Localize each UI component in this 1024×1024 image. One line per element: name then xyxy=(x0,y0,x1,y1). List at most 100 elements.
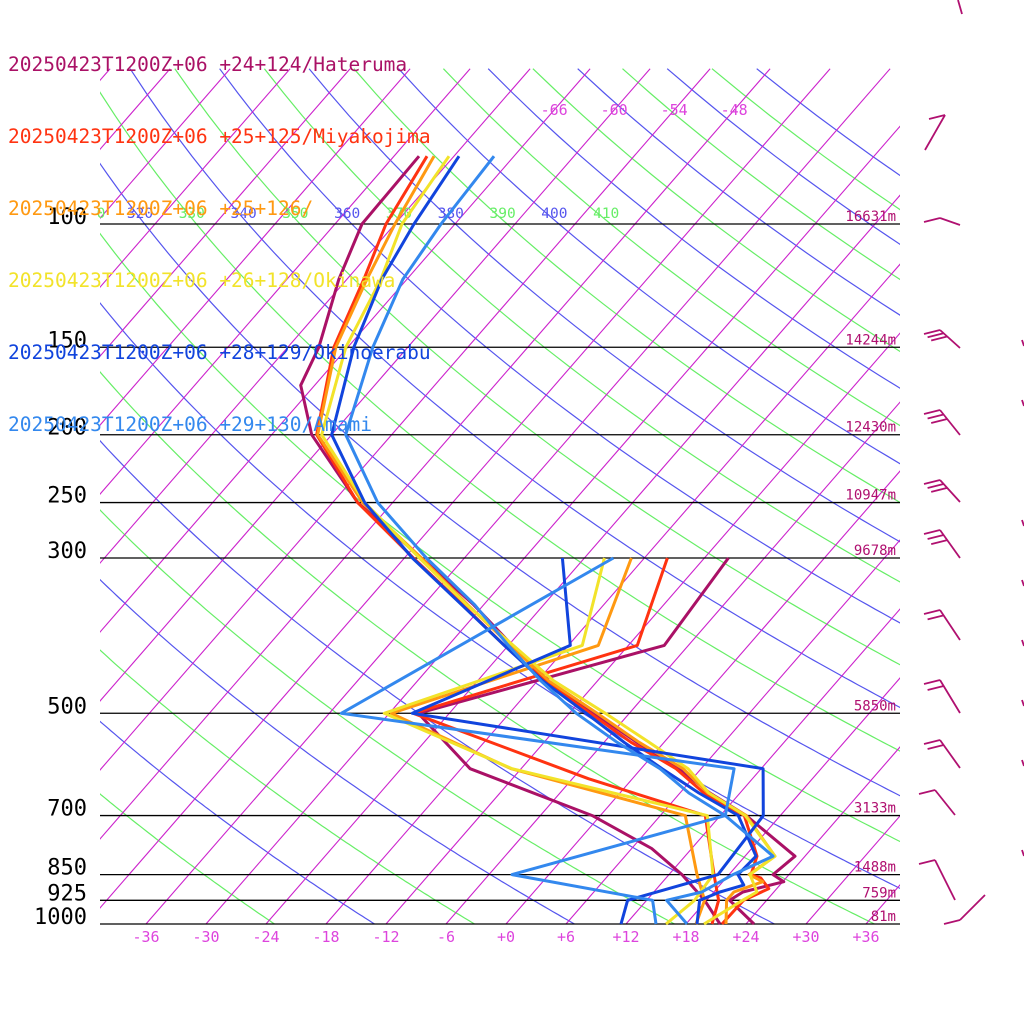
isotherm-label: -60 xyxy=(601,101,628,119)
wind-barb-flag xyxy=(927,614,944,621)
height-label: 1488m xyxy=(854,860,896,876)
wind-barb xyxy=(924,114,946,151)
wind-barb-flag xyxy=(930,335,948,342)
theta-label: 330 xyxy=(179,206,205,222)
isotherm-label: -66 xyxy=(541,101,568,119)
isotherm-line xyxy=(100,68,711,771)
wind-barb xyxy=(939,739,961,769)
series-2-dewpoint-line xyxy=(389,557,707,925)
temperature-tick-label: -12 xyxy=(372,928,399,946)
isotherm-line xyxy=(100,68,831,909)
isotherm-line xyxy=(100,68,231,220)
wind-barb-flag xyxy=(928,114,946,120)
legend-entry-25-126: 20250423T1200Z+06 +25+126/ xyxy=(8,197,314,220)
pressure-label: 250 xyxy=(47,484,87,509)
isotherm-line xyxy=(685,677,900,924)
theta-label: 0 xyxy=(97,206,106,222)
height-label: 12430m xyxy=(845,420,896,436)
theta-label: 340 xyxy=(230,206,256,222)
theta-line xyxy=(100,162,900,797)
isotherm-line xyxy=(100,68,591,633)
series-3-dewpoint-line xyxy=(382,557,715,926)
isotherm-line xyxy=(505,470,900,924)
series-3-temperature-line xyxy=(320,155,777,926)
isotherm-line xyxy=(745,746,900,924)
wind-barb-flag xyxy=(923,329,941,335)
wind-barb-flag xyxy=(923,479,941,485)
theta-label: 360 xyxy=(334,206,360,222)
isotherm-line xyxy=(385,332,900,924)
wind-barb xyxy=(959,894,986,921)
theta-label: 380 xyxy=(438,206,464,222)
wind-barb xyxy=(939,529,961,559)
isotherm-line xyxy=(625,608,900,924)
wind-barb-flag xyxy=(923,679,941,685)
pressure-label: 100 xyxy=(47,205,87,230)
temperature-tick-label: +18 xyxy=(672,928,699,946)
series-0-dewpoint-line xyxy=(416,557,730,925)
legend-entry-okinawa: 20250423T1200Z+06 +26+128/Okinawa xyxy=(8,269,396,292)
wind-barb xyxy=(957,0,963,15)
temperature-labels: -36 -30 -24 -18 -12 -6 +0 +6 +12 +18 +24 +30 +36 xyxy=(132,928,879,946)
temperature-tick-label: -36 xyxy=(132,928,159,946)
height-label: 16631m xyxy=(845,209,896,225)
temperature-tick-label: +0 xyxy=(497,928,515,946)
isotherm-line xyxy=(100,68,531,564)
isotherm-label: -48 xyxy=(721,101,748,119)
wind-barb-flag xyxy=(930,418,948,424)
theta-label: 400 xyxy=(541,206,567,222)
isotherm-line xyxy=(986,69,1024,924)
wind-barb-flag xyxy=(918,859,936,865)
pressure-label: 700 xyxy=(47,797,87,822)
legend-entry-amami: 20250423T1200Z+06 +29+130/Amami xyxy=(8,413,372,436)
isotherm-line xyxy=(445,401,900,924)
temperature-tick-label: -24 xyxy=(252,928,279,946)
pressure-label: 300 xyxy=(47,539,87,564)
wind-barb-flag xyxy=(923,409,941,415)
series-1-temperature-line xyxy=(315,155,771,926)
theta-line xyxy=(100,509,675,924)
temperature-tick-label: -6 xyxy=(437,928,455,946)
theta-line xyxy=(100,578,575,924)
isotherm-line xyxy=(100,68,411,426)
theta-line xyxy=(100,793,275,924)
wind-barb-flag xyxy=(930,539,948,545)
theta-line xyxy=(219,68,900,624)
pressure-label: 1000 xyxy=(34,905,87,930)
theta-line xyxy=(308,68,900,543)
height-label: 81m xyxy=(871,909,896,925)
wind-barb xyxy=(934,789,956,816)
wind-barb-flag xyxy=(927,332,944,339)
isotherm-line xyxy=(100,68,471,495)
isotherms xyxy=(100,68,1024,924)
legend-entry-miyakojima: 20250423T1200Z+06 +25+125/Miyakojima xyxy=(8,125,431,148)
isobars xyxy=(100,223,900,925)
isotherm-line xyxy=(205,125,900,924)
wind-barb-flag xyxy=(927,483,944,489)
wind-barb-flag xyxy=(927,685,944,691)
theta-label: 320 xyxy=(127,206,153,222)
wind-barb-flag xyxy=(918,789,936,795)
theta-label: 390 xyxy=(489,206,515,222)
temperature-tick-label: +24 xyxy=(732,928,759,946)
series-1-dewpoint-line xyxy=(411,557,721,925)
wind-barb xyxy=(934,859,956,901)
wind-barb-flag xyxy=(927,534,944,540)
theta-labels: 0 320 330 340 350 360 370 380 390 400 410 xyxy=(97,206,620,222)
isotherm-labels: -66 -60 -54 -48 xyxy=(541,101,748,119)
temperature-tick-label: +30 xyxy=(792,928,819,946)
height-label: 10947m xyxy=(845,488,896,504)
wind-barb xyxy=(939,679,961,714)
height-label: 759m xyxy=(862,885,896,901)
isotherm-line xyxy=(145,68,891,924)
wind-barb-flag xyxy=(943,919,961,925)
series-2-temperature-line xyxy=(316,155,777,925)
theta-line xyxy=(100,91,900,752)
series-4-temperature-line xyxy=(330,155,758,925)
theta-line xyxy=(129,68,900,709)
wind-barb xyxy=(939,217,961,226)
theta-label: 410 xyxy=(593,206,619,222)
isotherm-line xyxy=(325,263,900,924)
series-5-temperature-line xyxy=(344,155,775,925)
pressure-label: 150 xyxy=(47,328,87,353)
